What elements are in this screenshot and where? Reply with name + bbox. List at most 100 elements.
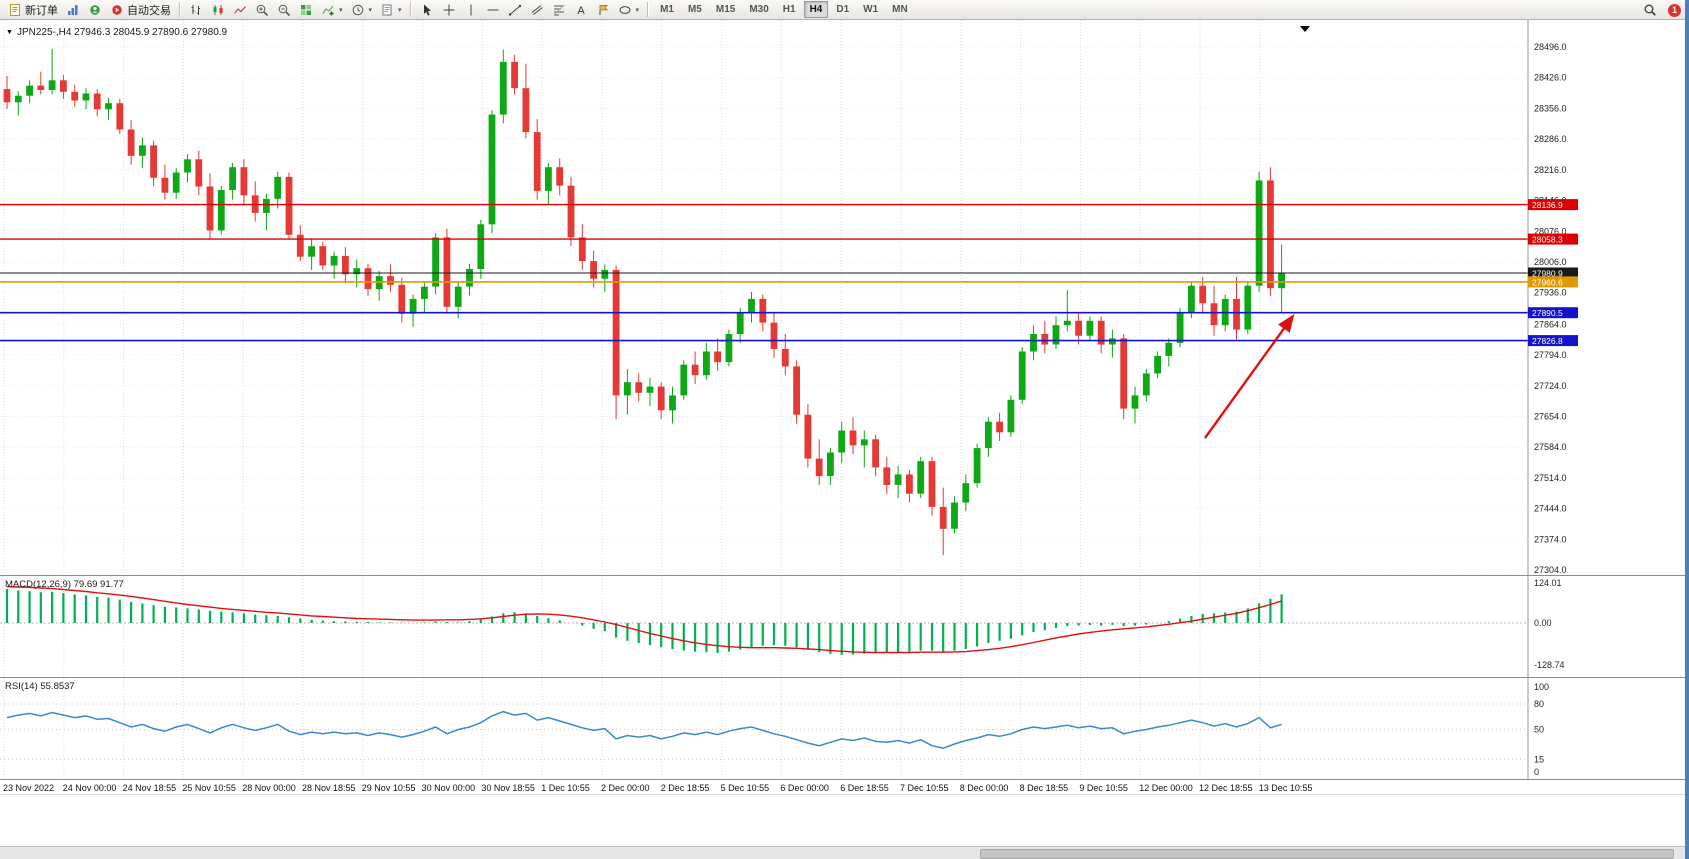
channel-button[interactable] (526, 0, 548, 20)
time-label: 6 Dec 18:55 (840, 783, 889, 793)
svg-text:15: 15 (1534, 754, 1544, 764)
timeframe-m1-button[interactable]: M1 (660, 4, 674, 15)
timeframe-h1-button[interactable]: H1 (782, 4, 796, 15)
time-label: 1 Dec 10:55 (541, 783, 590, 793)
fibonacci-button[interactable] (548, 0, 570, 20)
svg-text:28216.0: 28216.0 (1534, 165, 1567, 175)
line-icon (233, 3, 247, 17)
main-chart-svg: 28496.028426.028356.028286.028216.028146… (0, 20, 1578, 575)
time-label: 2 Dec 18:55 (660, 783, 710, 793)
rsi-line (6, 710, 1282, 749)
zoom-out-icon (277, 3, 291, 17)
tile-windows-button[interactable] (295, 0, 317, 20)
macd-histogram (5, 588, 1283, 655)
macd-label: MACD(12,26,9) 79.69 91.77 (5, 579, 124, 590)
svg-text:27584.0: 27584.0 (1534, 442, 1567, 452)
vertical-line-button[interactable] (460, 0, 482, 20)
new-order-icon (8, 3, 22, 17)
svg-text:27724.0: 27724.0 (1534, 381, 1567, 391)
toolbar-right: 1 (1639, 0, 1681, 20)
time-label: 25 Nov 10:55 (182, 783, 236, 793)
time-label: 23 Nov 2022 (3, 783, 55, 793)
timeframe-m30-button[interactable]: M30 (749, 4, 769, 15)
periods-icon (351, 3, 365, 17)
horizontal-scrollbar[interactable] (0, 846, 1689, 859)
notification-badge[interactable]: 1 (1668, 3, 1681, 17)
bar-chart-type-button[interactable] (185, 0, 207, 20)
collapse-triangle-icon[interactable]: ▼ (6, 29, 13, 36)
cursor-button[interactable] (416, 0, 438, 20)
shapes-icon (618, 3, 632, 17)
profiles-button[interactable] (84, 0, 106, 20)
trend-icon (508, 3, 522, 17)
rsi-svg: 100 80 50 15 0 (0, 678, 1549, 779)
svg-text:27374.0: 27374.0 (1534, 534, 1567, 544)
time-label: 28 Nov 18:55 (302, 783, 356, 793)
svg-text:27794.0: 27794.0 (1534, 350, 1567, 360)
cursor-icon (420, 3, 434, 17)
timeframe-h4-button[interactable]: H4 (803, 1, 829, 18)
trendline-button[interactable] (504, 0, 526, 20)
search-button[interactable] (1639, 0, 1661, 20)
svg-text:A: A (577, 5, 585, 17)
time-label: 30 Nov 18:55 (481, 783, 535, 793)
macd-pane[interactable]: 124.01 0.00 -128.74 MACD(12,26,9) 79.69 91… (0, 575, 1689, 677)
svg-text:-128.74: -128.74 (1534, 660, 1565, 670)
timeframe-d1-button[interactable]: D1 (836, 4, 850, 15)
channel-icon (530, 3, 544, 17)
rsi-label: RSI(14) 55.8537 (5, 681, 75, 692)
time-label: 29 Nov 10:55 (361, 783, 416, 793)
vline-icon (464, 3, 478, 17)
candlestick-chart[interactable]: 28496.028426.028356.028286.028216.028146… (0, 20, 1689, 575)
time-axis[interactable]: 23 Nov 2022 24 Nov 00:00 24 Nov 18:55 25 No… (0, 779, 1689, 794)
svg-text:27654.0: 27654.0 (1534, 412, 1567, 422)
time-label: 5 Dec 10:55 (720, 783, 770, 793)
line-chart-type-button[interactable] (229, 0, 251, 20)
horizontal-line-button[interactable] (482, 0, 504, 20)
crosshair-button[interactable] (438, 0, 460, 20)
new-order-button[interactable]: 新订单 (4, 0, 62, 20)
scrollbar-handle[interactable] (979, 849, 1675, 859)
auto-trading-button[interactable]: 自动交易 (106, 0, 175, 20)
svg-text:0.00: 0.00 (1534, 618, 1552, 628)
auto-trading-button-label: 自动交易 (127, 4, 171, 17)
chart-window-button[interactable] (62, 0, 84, 20)
time-label: 6 Dec 00:00 (780, 783, 829, 793)
svg-text:100: 100 (1534, 682, 1549, 692)
svg-text:27980.9: 27980.9 (1532, 269, 1563, 279)
rsi-chart[interactable]: 100 80 50 15 0 (0, 678, 1689, 779)
candlestick-type-button[interactable] (207, 0, 229, 20)
chart-menu-triangle-icon (1300, 26, 1310, 32)
shapes-button[interactable]: ▾ (614, 0, 644, 20)
text-icon: A (574, 3, 588, 17)
timeframe-mn-button[interactable]: MN (892, 4, 908, 15)
templates-button[interactable]: ▾ (376, 0, 406, 20)
svg-text:28426.0: 28426.0 (1534, 73, 1567, 83)
label-button[interactable] (592, 0, 614, 20)
timeframe-m15-button[interactable]: M15 (715, 4, 736, 15)
svg-text:28058.3: 28058.3 (1532, 235, 1563, 245)
rsi-pane[interactable]: 100 80 50 15 0 RSI(14) 55.8537 (0, 677, 1689, 779)
periods-button[interactable]: ▾ (347, 0, 377, 20)
indicators-button[interactable]: ▾ (317, 0, 347, 20)
macd-chart[interactable]: 124.01 0.00 -128.74 (0, 576, 1689, 677)
timeframe-w1-button[interactable]: W1 (863, 4, 879, 15)
svg-text:28076.0: 28076.0 (1534, 226, 1567, 236)
chevron-down-icon: ▾ (635, 6, 640, 14)
timeframe-m5-button[interactable]: M5 (687, 4, 702, 15)
svg-text:27444.0: 27444.0 (1534, 504, 1567, 514)
svg-text:80: 80 (1534, 699, 1544, 709)
text-button[interactable]: A (570, 0, 592, 20)
main-chart-pane[interactable]: 28496.028426.028356.028286.028216.028146… (0, 20, 1689, 575)
svg-text:27864.0: 27864.0 (1534, 319, 1567, 329)
zoom-in-button[interactable] (251, 0, 273, 20)
time-label: 24 Nov 18:55 (122, 783, 177, 793)
chevron-down-icon: ▾ (368, 6, 373, 14)
svg-text:27826.8: 27826.8 (1532, 336, 1563, 346)
templates-icon (380, 3, 394, 17)
svg-text:28136.9: 28136.9 (1532, 200, 1563, 210)
chart-window-icon (66, 3, 80, 17)
zoom-out-button[interactable] (273, 0, 295, 20)
symbol-ohlc-text: JPN225-,H4 27946.3 28045.9 27890.6 27980… (16, 27, 228, 38)
